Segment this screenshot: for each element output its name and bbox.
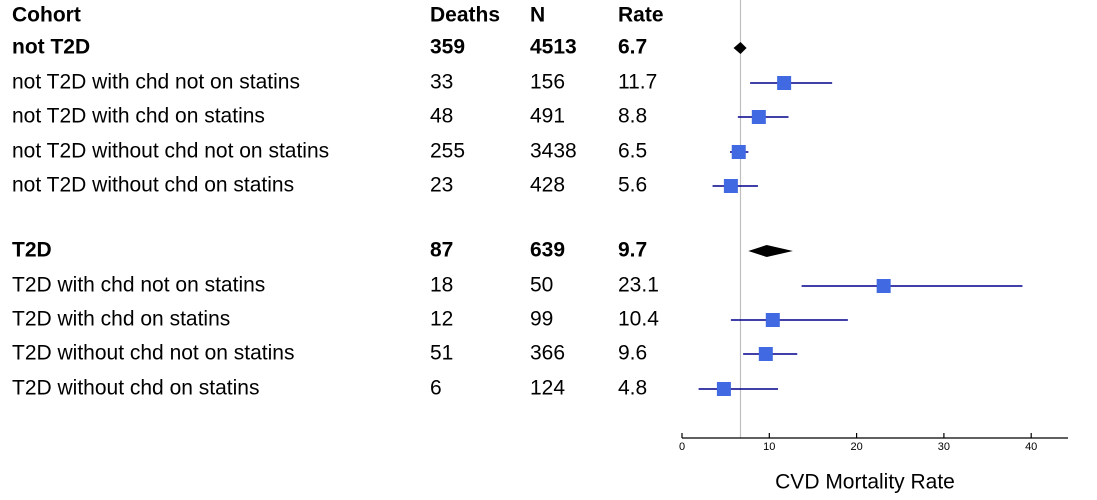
cohort-label: T2D without chd on statins <box>12 377 259 400</box>
column-header: N <box>530 4 545 27</box>
cohort-label: not T2D with chd on statins <box>12 105 265 128</box>
summary-diamond <box>733 42 747 54</box>
n-value: 156 <box>530 71 565 94</box>
n-value: 124 <box>530 377 565 400</box>
cohort-label: not T2D <box>12 36 90 59</box>
point-estimate <box>723 179 738 193</box>
plot-area: 0 10 20 30 40 CVD Mortality Rate <box>679 0 1068 494</box>
n-value: 50 <box>530 274 553 297</box>
n-value: 639 <box>530 239 565 262</box>
summary-diamond <box>748 245 793 257</box>
cohort-label: T2D without chd not on statins <box>12 342 295 365</box>
rate-value: 11.7 <box>618 71 657 94</box>
rate-value: 6.7 <box>618 36 647 59</box>
rate-value: 23.1 <box>618 274 659 297</box>
point-estimate <box>876 279 891 293</box>
deaths-value: 51 <box>430 342 453 365</box>
x-tick-label: 20 <box>850 441 862 453</box>
rate-value: 4.8 <box>618 377 647 400</box>
cohort-label: T2D with chd on statins <box>12 308 230 331</box>
deaths-value: 12 <box>430 308 453 331</box>
cohort-label: not T2D without chd on statins <box>12 174 294 197</box>
n-value: 366 <box>530 342 565 365</box>
n-value: 3438 <box>530 140 577 163</box>
n-value: 4513 <box>530 36 577 59</box>
x-tick-label: 0 <box>679 441 685 453</box>
point-estimate <box>751 110 766 124</box>
rate-value: 8.8 <box>618 105 647 128</box>
rate-value: 5.6 <box>618 174 647 197</box>
point-estimate <box>758 347 773 361</box>
deaths-value: 87 <box>430 239 453 262</box>
n-value: 99 <box>530 308 553 331</box>
n-value: 491 <box>530 105 565 128</box>
point-estimate <box>731 145 746 159</box>
cohort-label: not T2D without chd not on statins <box>12 140 329 163</box>
deaths-value: 6 <box>430 377 442 400</box>
deaths-value: 359 <box>430 36 465 59</box>
table: Cohort Deaths N Rate not T2D 359 4513 6.7 not T2… <box>12 4 664 400</box>
point-estimate <box>765 313 780 327</box>
point-estimate <box>777 76 792 90</box>
cohort-label: not T2D with chd not on statins <box>12 71 300 94</box>
rate-value: 9.6 <box>618 342 647 365</box>
rate-value: 6.5 <box>618 140 647 163</box>
deaths-value: 48 <box>430 105 453 128</box>
x-axis-title: CVD Mortality Rate <box>775 471 955 494</box>
point-estimate <box>716 382 731 396</box>
cohort-label: T2D with chd not on statins <box>12 274 265 297</box>
x-tick-label: 40 <box>1025 441 1037 453</box>
n-value: 428 <box>530 174 565 197</box>
deaths-value: 33 <box>430 71 453 94</box>
x-tick-label: 30 <box>938 441 950 453</box>
column-header: Cohort <box>12 4 81 27</box>
column-header: Deaths <box>430 4 500 27</box>
deaths-value: 255 <box>430 140 465 163</box>
deaths-value: 23 <box>430 174 453 197</box>
cohort-label: T2D <box>12 239 52 262</box>
rate-value: 10.4 <box>618 308 659 331</box>
deaths-value: 18 <box>430 274 453 297</box>
rate-value: 9.7 <box>618 239 647 262</box>
x-tick-label: 10 <box>763 441 775 453</box>
column-header: Rate <box>618 4 664 27</box>
